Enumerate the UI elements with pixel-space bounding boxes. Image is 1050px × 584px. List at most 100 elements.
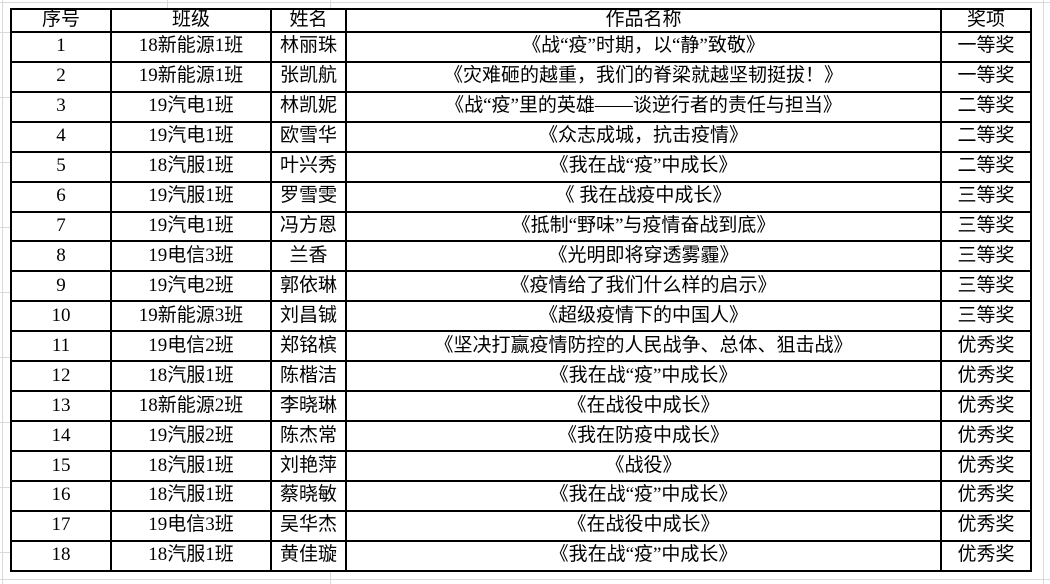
class-cell: 18汽服1班	[110, 539, 272, 573]
table-row: 10 19新能源3班 刘昌铖 《超级疫情下的中国人》 三等奖	[10, 300, 1032, 333]
class-cell: 19汽服2班	[110, 420, 272, 453]
name-cell: 罗雪雯	[270, 180, 347, 213]
row-number-cell: 8	[10, 240, 112, 273]
award-cell: 二等奖	[940, 150, 1032, 183]
class-cell: 18新能源2班	[110, 390, 272, 423]
gridline	[0, 162, 10, 163]
table-row: 8 19电信3班 兰香 《光明即将穿透雾霾》 三等奖	[10, 240, 1032, 273]
award-cell: 优秀奖	[940, 390, 1032, 423]
work-title-cell: 《我在防疫中成长》	[345, 420, 942, 453]
name-cell: 黄佳璇	[270, 539, 347, 573]
award-cell: 三等奖	[940, 270, 1032, 303]
gridline	[1043, 0, 1044, 584]
name-cell: 林凯妮	[270, 90, 347, 123]
class-cell: 19电信3班	[110, 509, 272, 542]
row-number-cell: 11	[10, 330, 112, 363]
work-title-cell: 《我在战“疫”中成长》	[345, 360, 942, 393]
name-cell: 冯方恩	[270, 210, 347, 243]
table-row: 11 19电信2班 郑铭槟 《坚决打赢疫情防控的人民战争、总体、狙击战》 优秀奖	[10, 330, 1032, 363]
row-number-cell: 6	[10, 180, 112, 213]
work-title-cell: 《灾难砸的越重，我们的脊梁就越坚韧挺拔！》	[345, 60, 942, 93]
award-cell: 优秀奖	[940, 450, 1032, 482]
row-number-cell: 13	[10, 390, 112, 423]
award-cell: 一等奖	[940, 30, 1032, 63]
row-number-cell: 10	[10, 300, 112, 333]
gridline	[0, 32, 10, 33]
gridline	[330, 572, 331, 584]
table-row: 3 19汽电1班 林凯妮 《战“疫”里的英雄——谈逆行者的责任与担当》 二等奖	[10, 90, 1032, 123]
row-number-cell: 7	[10, 210, 112, 243]
work-title-cell: 《我在战“疫”中成长》	[345, 479, 942, 512]
class-cell: 18汽服1班	[110, 150, 272, 183]
gridline	[0, 227, 10, 228]
name-cell: 陈杰常	[270, 420, 347, 453]
work-title-cell: 《 我在战疫中成长》	[345, 180, 942, 213]
gridline	[167, 0, 168, 8]
column-header-work-title: 作品名称	[345, 8, 942, 33]
class-cell: 18汽服1班	[110, 450, 272, 482]
class-cell: 19新能源1班	[110, 60, 272, 93]
award-cell: 三等奖	[940, 210, 1032, 243]
work-title-cell: 《疫情给了我们什么样的启示》	[345, 270, 942, 303]
work-title-cell: 《我在战“疫”中成长》	[345, 539, 942, 573]
name-cell: 陈楷洁	[270, 360, 347, 393]
gridline	[0, 552, 10, 553]
row-number-cell: 5	[10, 150, 112, 183]
table-row: 9 19汽电2班 郭依琳 《疫情给了我们什么样的启示》 三等奖	[10, 270, 1032, 303]
gridline	[0, 579, 1050, 580]
row-number-cell: 17	[10, 509, 112, 542]
class-cell: 19电信3班	[110, 240, 272, 273]
name-cell: 刘艳萍	[270, 450, 347, 482]
work-title-cell: 《战“疫”里的英雄——谈逆行者的责任与担当》	[345, 90, 942, 123]
gridline	[0, 487, 10, 488]
name-cell: 林丽珠	[270, 30, 347, 63]
class-cell: 18汽服1班	[110, 360, 272, 393]
table-row: 16 18汽服1班 蔡晓敏 《我在战“疫”中成长》 优秀奖	[10, 479, 1032, 512]
name-cell: 叶兴秀	[270, 150, 347, 183]
gridline	[0, 97, 10, 98]
gridline	[0, 2, 1050, 3]
header-row: 序号 班级 姓名 作品名称 奖项	[10, 8, 1032, 33]
class-cell: 18新能源1班	[110, 30, 272, 63]
row-number-cell: 1	[10, 30, 112, 63]
work-title-cell: 《在战役中成长》	[345, 509, 942, 542]
gridline	[0, 292, 10, 293]
table-row: 14 19汽服2班 陈杰常 《我在防疫中成长》 优秀奖	[10, 420, 1032, 453]
table-row: 4 19汽电1班 欧雪华 《众志成城，抗击疫情》 二等奖	[10, 120, 1032, 153]
work-title-cell: 《战役》	[345, 450, 942, 482]
class-cell: 19电信2班	[110, 330, 272, 363]
class-cell: 19汽电2班	[110, 270, 272, 303]
table-row: 5 18汽服1班 叶兴秀 《我在战“疫”中成长》 二等奖	[10, 150, 1032, 183]
name-cell: 郭依琳	[270, 270, 347, 303]
name-cell: 李晓琳	[270, 390, 347, 423]
row-number-cell: 3	[10, 90, 112, 123]
row-number-cell: 2	[10, 60, 112, 93]
table-row: 1 18新能源1班 林丽珠 《战“疫”时期，以“静”致敬》 一等奖	[10, 30, 1032, 63]
name-cell: 兰香	[270, 240, 347, 273]
award-cell: 优秀奖	[940, 509, 1032, 542]
gridline	[0, 422, 10, 423]
award-cell: 二等奖	[940, 120, 1032, 153]
row-number-cell: 12	[10, 360, 112, 393]
row-number-cell: 14	[10, 420, 112, 453]
table-row: 17 19电信3班 吴华杰 《在战役中成长》 优秀奖	[10, 509, 1032, 542]
row-number-cell: 16	[10, 479, 112, 512]
work-title-cell: 《众志成城，抗击疫情》	[345, 120, 942, 153]
name-cell: 吴华杰	[270, 509, 347, 542]
table-row: 12 18汽服1班 陈楷洁 《我在战“疫”中成长》 优秀奖	[10, 360, 1032, 393]
work-title-cell: 《我在战“疫”中成长》	[345, 150, 942, 183]
work-title-cell: 《坚决打赢疫情防控的人民战争、总体、狙击战》	[345, 330, 942, 363]
gridline	[0, 357, 10, 358]
table-row: 13 18新能源2班 李晓琳 《在战役中成长》 优秀奖	[10, 390, 1032, 423]
table-row: 6 19汽服1班 罗雪雯《 我在战疫中成长》 三等奖	[10, 180, 1032, 213]
column-header-award: 奖项	[940, 8, 1032, 33]
column-header-class: 班级	[110, 8, 272, 33]
work-title-cell: 《战“疫”时期，以“静”致敬》	[345, 30, 942, 63]
work-title-cell: 《在战役中成长》	[345, 390, 942, 423]
table-row: 7 19汽电1班 冯方恩 《抵制“野味”与疫情奋战到底》 三等奖	[10, 210, 1032, 243]
work-title-cell: 《超级疫情下的中国人》	[345, 300, 942, 333]
award-cell: 优秀奖	[940, 360, 1032, 393]
class-cell: 19新能源3班	[110, 300, 272, 333]
award-cell: 三等奖	[940, 240, 1032, 273]
